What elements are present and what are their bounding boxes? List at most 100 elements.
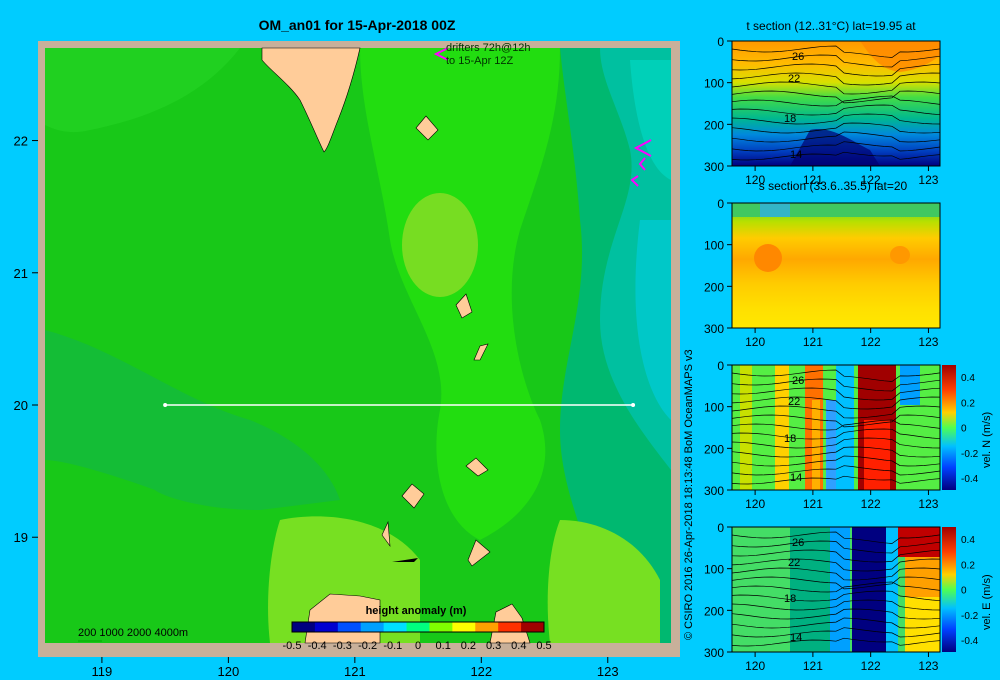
map-x-tick-label: 122	[470, 664, 492, 679]
velocity-colorbar-tick-label: 0.2	[961, 398, 975, 409]
velocity-colorbar-tick-label: 0.4	[961, 373, 975, 384]
height-colorbar-swatch	[314, 622, 339, 632]
section-y-tick-label: 100	[704, 239, 724, 253]
map-x-tick-label: 121	[344, 664, 366, 679]
height-colorbar-tick-label: -0.5	[283, 640, 302, 652]
velocity-colorbar-tick-label: 0.4	[961, 535, 975, 546]
vn-contour-label: 18	[784, 433, 796, 445]
section-x-tick-label: 123	[918, 173, 938, 187]
drifter-tracks	[433, 47, 652, 187]
section-x-tick-label: 120	[745, 659, 765, 673]
ve-contour-labels: 26 22 18 14	[784, 537, 804, 644]
ve-contour-label: 26	[792, 537, 804, 549]
t-section-plot	[731, 41, 941, 166]
section-y-tick-label: 300	[704, 646, 724, 660]
t-section-title: t section (12..31°C) lat=19.95 at	[746, 19, 916, 33]
velocity-colorbar-tick-label: -0.4	[961, 474, 979, 485]
vn-contour-label: 14	[790, 472, 802, 484]
map-field	[45, 48, 671, 643]
vn-contour-labels: 26 22 18 14	[784, 375, 804, 484]
section-y-tick-label: 0	[717, 521, 724, 535]
map-x-ticks: 119 120 121 122 123	[92, 657, 619, 679]
ve-contour-label: 14	[790, 632, 802, 644]
height-colorbar-tick-label: -0.4	[308, 640, 327, 652]
height-colorbar-swatch	[429, 622, 453, 632]
height-colorbar-label: height anomaly (m)	[366, 605, 467, 617]
height-colorbar-swatch	[360, 622, 385, 632]
height-colorbar-tick-label: 0.3	[486, 640, 501, 652]
height-colorbar-swatch	[292, 622, 316, 632]
vn-contour-label: 22	[788, 396, 800, 408]
section-y-tick-label: 100	[704, 401, 724, 415]
velocity-colorbar-tick-label: 0	[961, 586, 967, 597]
map-title: OM_an01 for 15-Apr-2018 00Z	[259, 17, 456, 33]
section-x-tick-label: 121	[803, 335, 823, 349]
ve-colorbar-label: vel. E (m/s)	[981, 574, 993, 630]
height-colorbar-tick-label: 0.4	[511, 640, 526, 652]
height-colorbar-swatch	[406, 622, 430, 632]
map-x-tick-label: 119	[92, 664, 113, 679]
section-x-tick-label: 121	[803, 659, 823, 673]
height-colorbar-tick-label: 0	[415, 640, 421, 652]
section-x-tick-label: 120	[745, 173, 765, 187]
s-section-plot	[732, 203, 940, 328]
vn-colorbar	[942, 365, 956, 490]
section-y-tick-label: 100	[704, 77, 724, 91]
vn-contour-label: 26	[792, 375, 804, 387]
section-x-tick-label: 122	[861, 173, 881, 187]
height-colorbar-tick-label: -0.2	[358, 640, 377, 652]
map-x-tick-label: 123	[597, 664, 619, 679]
section-y-tick-label: 100	[704, 563, 724, 577]
ve-section-plot	[731, 527, 941, 652]
section-x-tick-label: 123	[918, 497, 938, 511]
map-y-tick-label: 20	[14, 398, 28, 413]
section-x-tick-label: 123	[918, 659, 938, 673]
map-y-tick-label: 21	[14, 266, 28, 281]
velocity-colorbar-tick-label: -0.4	[961, 636, 979, 647]
t-contour-label: 14	[790, 149, 802, 161]
section-panel-frame	[731, 526, 941, 653]
section-line	[163, 403, 636, 407]
section-panel-frame	[731, 202, 941, 329]
section-y-tick-label: 0	[717, 359, 724, 373]
section-panel-frame	[731, 40, 941, 167]
drifters-label-2: to 15-Apr 12Z	[446, 55, 514, 67]
depth-legend: 200 1000 2000 4000m	[78, 627, 188, 639]
section-x-tick-label: 121	[803, 497, 823, 511]
height-colorbar-swatch	[337, 622, 362, 632]
height-colorbar-swatch	[521, 622, 545, 632]
t-contour-label: 26	[792, 51, 804, 63]
section-y-tick-label: 300	[704, 322, 724, 336]
ve-contour-label: 18	[784, 593, 796, 605]
height-colorbar-tick-label: -0.1	[383, 640, 402, 652]
section-y-tick-label: 0	[717, 35, 724, 49]
vn-colorbar-label: vel. N (m/s)	[981, 412, 993, 468]
section-y-tick-label: 200	[704, 118, 724, 132]
map-y-tick-label: 22	[14, 134, 28, 149]
section-x-tick-label: 120	[745, 335, 765, 349]
height-colorbar-swatch	[383, 622, 408, 632]
vn-section-plot	[731, 365, 941, 490]
section-y-tick-label: 200	[704, 442, 724, 456]
height-colorbar-tick-label: -0.3	[333, 640, 352, 652]
t-contour-label: 22	[788, 73, 800, 85]
ve-colorbar	[942, 527, 956, 652]
height-colorbar-swatch	[498, 622, 522, 632]
velocity-colorbar-tick-label: -0.2	[961, 611, 979, 622]
height-colorbar-tick-label: 0.2	[461, 640, 476, 652]
height-colorbar-swatch	[452, 622, 476, 632]
height-colorbar-tick-label: 0.1	[436, 640, 451, 652]
drifters-label-1: drifters 72h@12h	[446, 42, 531, 54]
velocity-colorbar-tick-label: -0.2	[961, 449, 979, 460]
section-y-tick-label: 200	[704, 604, 724, 618]
section-x-tick-label: 122	[861, 335, 881, 349]
section-x-tick-label: 122	[861, 497, 881, 511]
section-x-tick-label: 120	[745, 497, 765, 511]
land-masses	[261, 47, 531, 644]
s-section-title: s section (33.6..35.5) lat=20	[759, 179, 908, 193]
map-y-ticks: 22 21 20 19	[14, 134, 38, 545]
height-colorbar-ticks: -0.5 -0.4 -0.3 -0.2 -0.1 0 0.1 0.2 0.3 0.4 0.5	[283, 640, 552, 652]
section-panel-frame	[731, 364, 941, 491]
map-x-tick-label: 120	[218, 664, 240, 679]
